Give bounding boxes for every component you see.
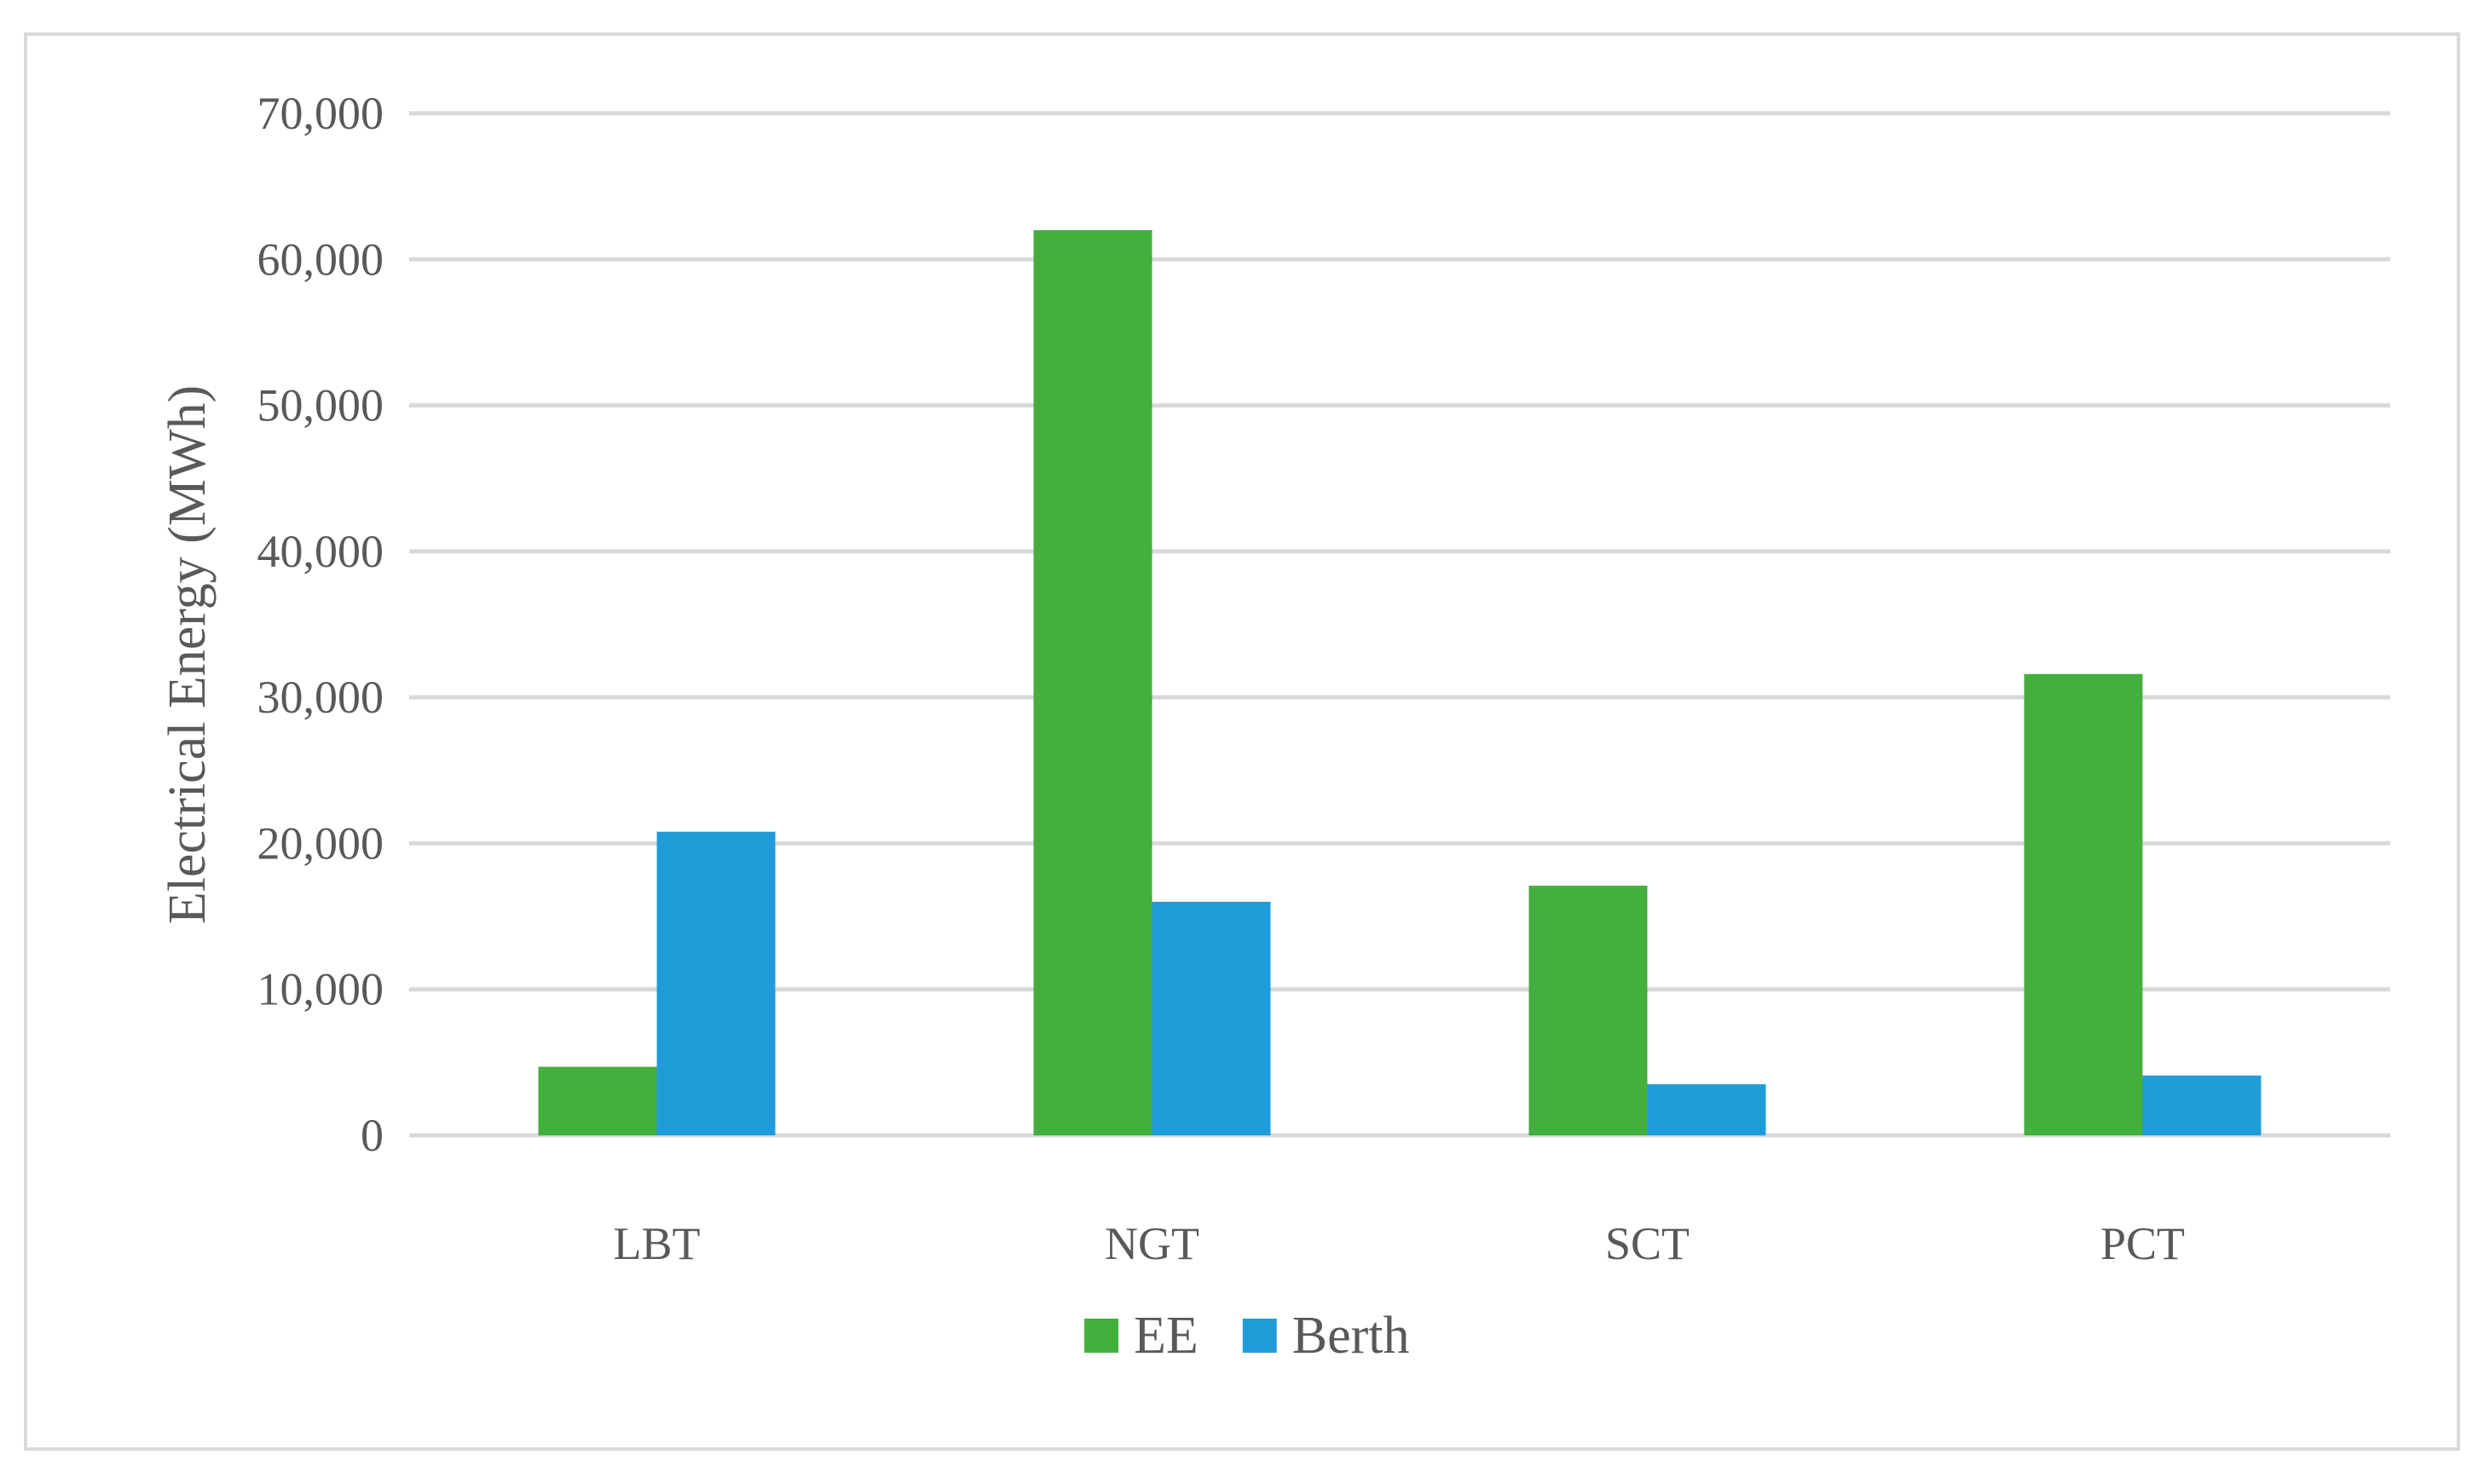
y-tick-label: 20,000	[257, 817, 384, 869]
y-axis-title: Electrical Energy (MWh)	[159, 385, 217, 924]
legend[interactable]: EE Berth	[1084, 1307, 1410, 1365]
x-tick-label: SCT	[1605, 1218, 1690, 1269]
bar-berth-pct[interactable]	[2142, 1075, 2262, 1135]
x-tick-label: PCT	[2100, 1218, 2185, 1269]
y-tick-label: 70,000	[257, 88, 384, 139]
legend-swatch-ee	[1084, 1319, 1118, 1353]
y-tick-label: 30,000	[257, 672, 384, 723]
y-tick-label: 10,000	[257, 964, 384, 1015]
bar-berth-lbt[interactable]	[656, 831, 776, 1135]
y-tick-label: 50,000	[257, 380, 384, 431]
x-tick-label: NGT	[1105, 1218, 1199, 1269]
legend-label-ee: EE	[1134, 1307, 1199, 1365]
y-tick-label: 40,000	[257, 526, 384, 577]
x-tick-labels: LBT NGT SCT PCT	[614, 1218, 2186, 1269]
bar-ee-sct[interactable]	[1528, 886, 1648, 1135]
y-tick-label: 60,000	[257, 234, 384, 285]
bar-berth-ngt[interactable]	[1152, 901, 1271, 1135]
bars	[538, 230, 2262, 1135]
legend-swatch-berth	[1242, 1319, 1277, 1353]
bar-ee-lbt[interactable]	[538, 1066, 657, 1135]
legend-label-berth: Berth	[1292, 1307, 1410, 1365]
x-tick-label: LBT	[614, 1218, 701, 1269]
y-tick-labels: 0 10,000 20,000 30,000 40,000 50,000 60,000 70,…	[257, 88, 384, 1161]
y-tick-label: 0	[361, 1110, 384, 1161]
bar-ee-ngt[interactable]	[1033, 230, 1152, 1135]
bar-ee-pct[interactable]	[2024, 673, 2143, 1135]
bar-berth-sct[interactable]	[1647, 1084, 1766, 1135]
bar-chart: 0 10,000 20,000 30,000 40,000 50,000 60,000 70,…	[159, 88, 2390, 1365]
chart-frame: 0 10,000 20,000 30,000 40,000 50,000 60,000 70,…	[24, 32, 2460, 1451]
